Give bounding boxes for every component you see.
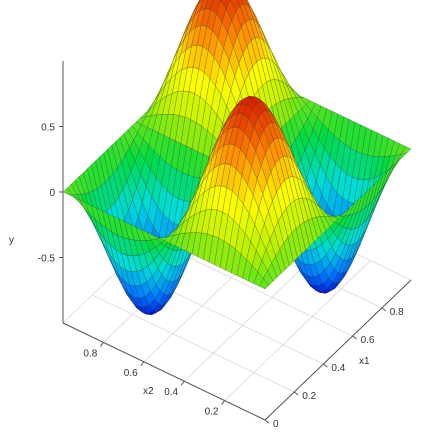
y-tick-label: 0.5 xyxy=(41,123,55,134)
x2-axis-line xyxy=(62,322,266,421)
x1-tick-label: 0.8 xyxy=(390,307,404,318)
x1-tick-label: 0 xyxy=(273,419,279,430)
x2-tick-label: 0.2 xyxy=(205,407,219,418)
floor-gridline-x1 xyxy=(92,294,295,393)
x2-tick-label: 0.6 xyxy=(124,368,138,379)
x1-tick-label: 0.6 xyxy=(361,335,375,346)
x1-tick xyxy=(293,391,299,396)
x1-tick-label: 0.4 xyxy=(331,363,345,374)
surface-facet xyxy=(259,278,270,290)
y-tick-label: -0.5 xyxy=(38,254,56,265)
x1-tick-label: 0.2 xyxy=(302,391,316,402)
x2-tick-label: 0.8 xyxy=(83,348,97,359)
y-axis-label: y xyxy=(9,235,14,246)
x2-axis-label: x2 xyxy=(143,386,154,397)
x2-tick xyxy=(100,342,104,347)
x2-tick xyxy=(140,361,145,367)
x2-tick xyxy=(180,380,185,386)
axes: 0 0.2 0.4 0.6 0.8 0.2 0.4 0.6 0.8 0.5 0 -0.5 xyxy=(38,61,412,430)
x1-tick xyxy=(264,419,270,424)
floor-gridline-x2 xyxy=(224,260,371,401)
surface-mesh xyxy=(62,0,412,316)
x1-axis-label: x1 xyxy=(359,356,370,367)
x1-axis-line xyxy=(264,279,412,421)
x1-tick xyxy=(352,335,357,340)
x2-tick xyxy=(221,400,226,405)
x1-tick xyxy=(323,363,328,368)
x2-tick-label: 0.4 xyxy=(164,387,178,398)
x1-tick xyxy=(381,307,387,312)
y-tick-label: 0 xyxy=(49,188,55,199)
